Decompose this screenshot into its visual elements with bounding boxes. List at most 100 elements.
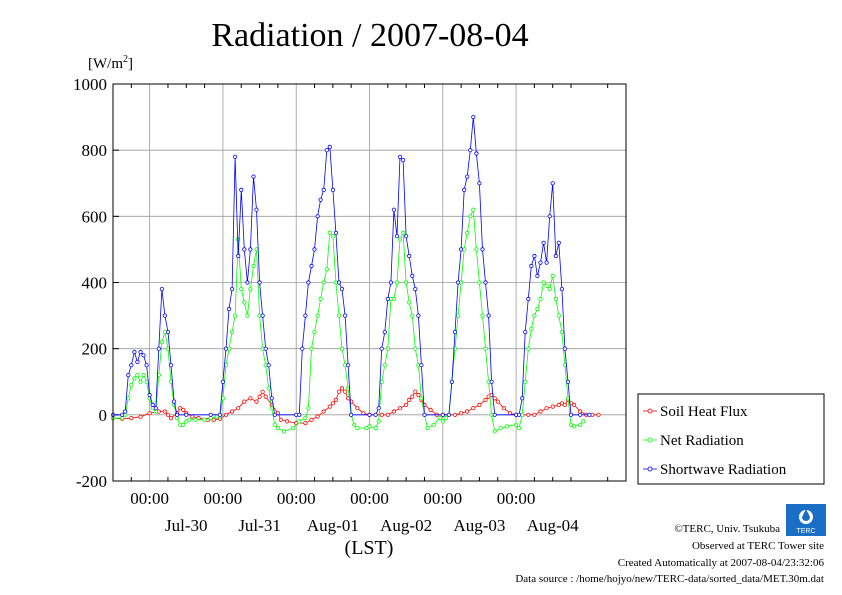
y-axis-ticks: -200 0 200 400 600 800 1000: [73, 75, 119, 491]
data-point: [126, 396, 131, 401]
data-point: [306, 280, 311, 285]
data-point: [422, 402, 427, 407]
data-point: [516, 412, 522, 417]
data-point: [330, 187, 335, 192]
data-point: [223, 412, 229, 417]
data-point: [336, 313, 342, 318]
data-point: [303, 313, 308, 318]
data-point: [220, 379, 225, 384]
data-point: [339, 286, 345, 292]
data-point: [578, 409, 583, 414]
data-point: [266, 386, 271, 391]
svg-text:TERC: TERC: [796, 528, 815, 535]
data-point: [168, 415, 174, 421]
terc-logo: TERC: [786, 504, 826, 536]
data-point: [465, 174, 470, 179]
data-point: [193, 417, 198, 422]
data-point: [303, 420, 308, 426]
data-point: [455, 280, 461, 285]
source-text: Data source : /home/hojyo/new/TERC-data/…: [515, 573, 824, 585]
data-point: [526, 296, 531, 302]
data-point: [553, 296, 558, 302]
data-point: [172, 399, 177, 404]
data-point: [254, 207, 259, 212]
data-point: [538, 260, 543, 265]
data-point: [449, 379, 454, 384]
data-point: [175, 415, 180, 421]
data-point: [483, 397, 488, 402]
chart-title: Radiation / 2007-08-04: [211, 17, 528, 54]
x-tick-time-label: 00:00: [277, 489, 316, 508]
x-axis-ticks: 00:00 Jul-30 00:00 Jul-31 00:00 Aug-01 00:00 Au…: [112, 84, 627, 535]
y-tick-label: -200: [76, 472, 107, 491]
data-point: [345, 363, 351, 368]
y-tick-label: 800: [82, 141, 108, 160]
data-point: [321, 187, 326, 192]
x-date-label: Aug-04: [527, 516, 579, 535]
data-point: [263, 394, 268, 399]
data-point: [352, 422, 357, 427]
legend-marker: [647, 466, 653, 472]
data-point: [333, 230, 338, 235]
data-point: [559, 329, 565, 335]
data-point: [468, 148, 473, 153]
data-point: [333, 397, 338, 402]
data-point: [327, 404, 332, 409]
data-point: [156, 346, 161, 351]
data-point: [272, 412, 277, 417]
data-point: [422, 412, 427, 417]
data-point: [532, 412, 537, 417]
data-point: [281, 429, 287, 434]
y-tick-label: 1000: [73, 75, 107, 94]
data-point: [202, 417, 207, 422]
data-point: [336, 389, 342, 394]
data-point: [571, 402, 577, 407]
data-point: [568, 422, 574, 427]
data-point: [523, 379, 528, 384]
data-point: [516, 425, 522, 431]
data-point: [391, 296, 396, 302]
data-point: [309, 263, 314, 269]
data-point: [245, 280, 250, 285]
data-point: [413, 286, 418, 292]
series-shortwave-radiation: [110, 115, 592, 417]
data-point: [251, 263, 256, 269]
data-point: [306, 406, 311, 411]
data-point: [251, 174, 256, 179]
x-axis-label: (LST): [345, 537, 394, 559]
legend-marker: [647, 437, 653, 443]
data-point: [330, 401, 335, 406]
data-point: [330, 234, 335, 239]
data-point: [550, 404, 555, 409]
data-point: [132, 349, 137, 355]
data-point: [257, 280, 262, 285]
data-point: [178, 406, 183, 411]
data-point: [233, 313, 238, 318]
data-point: [315, 414, 320, 419]
data-point: [239, 286, 244, 292]
x-date-label: Jul-31: [238, 516, 281, 535]
data-point: [544, 260, 549, 265]
data-point: [504, 424, 509, 429]
data-point: [349, 412, 354, 417]
data-point: [529, 326, 534, 331]
data-point: [379, 379, 384, 384]
data-point: [507, 411, 513, 416]
data-point: [477, 402, 482, 407]
data-point: [309, 417, 314, 422]
data-point: [428, 407, 433, 412]
data-point: [129, 382, 134, 388]
data-point: [208, 412, 213, 417]
data-point: [403, 280, 409, 285]
data-point: [474, 247, 479, 252]
data-point: [181, 422, 186, 427]
data-point: [565, 379, 571, 384]
data-point: [272, 422, 277, 427]
created-text: Created Automatically at 2007-08-04/23:3…: [618, 557, 825, 569]
data-point: [129, 363, 134, 368]
data-point: [318, 296, 323, 302]
data-point: [544, 406, 549, 411]
data-point: [236, 253, 241, 259]
data-point: [382, 329, 387, 335]
data-point: [339, 386, 345, 391]
